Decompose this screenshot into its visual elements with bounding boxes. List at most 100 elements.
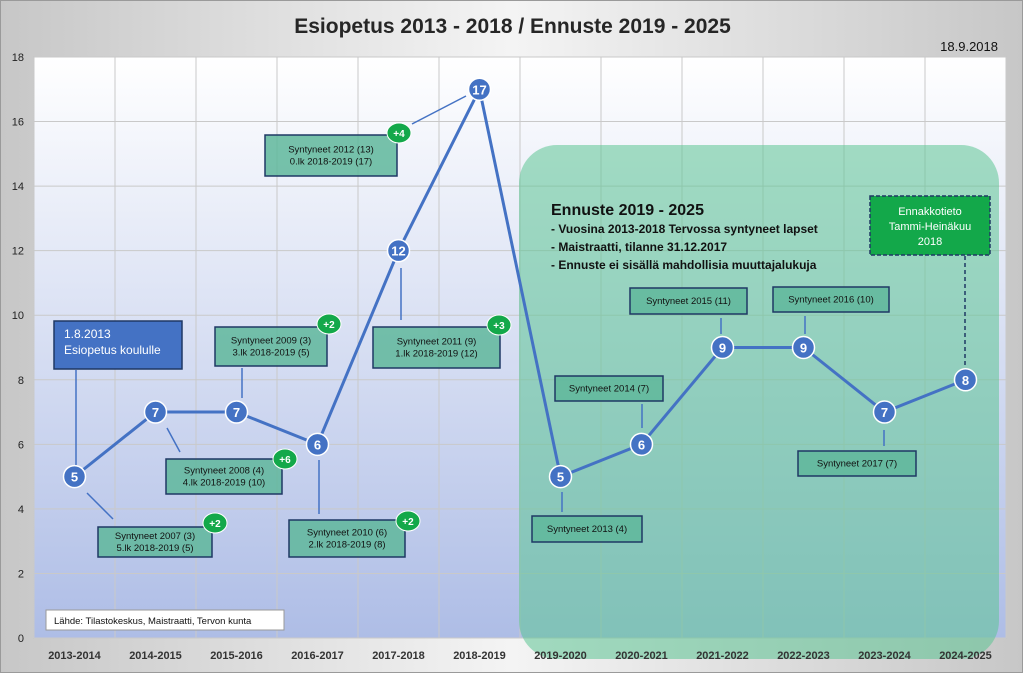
change-badge <box>386 122 412 144</box>
data-point <box>62 464 87 489</box>
annotation-box <box>797 450 917 477</box>
leader-line <box>411 95 467 125</box>
annotation-text: Syntyneet 2011 (9) <box>397 337 477 348</box>
change-badge-label: +4 <box>393 129 405 140</box>
annotation-text: Syntyneet 2017 (7) <box>817 459 897 470</box>
annotation-text: 5.lk 2018-2019 (5) <box>116 543 193 554</box>
change-badge <box>486 314 512 336</box>
chart-date: 18.9.2018 <box>940 39 998 54</box>
data-label: 8 <box>962 373 969 388</box>
annotation-box <box>288 519 406 558</box>
annotation-text: Syntyneet 2010 (6) <box>307 528 387 539</box>
data-label: 9 <box>800 341 807 356</box>
data-point <box>386 238 411 263</box>
x-tick-label: 2019-2020 <box>534 650 587 662</box>
x-tick-label: 2017-2018 <box>372 650 425 662</box>
annotation-text: 3.lk 2018-2019 (5) <box>232 348 309 359</box>
change-badge <box>202 512 228 534</box>
x-tick-label: 2020-2021 <box>615 650 668 662</box>
data-label: 12 <box>391 244 405 259</box>
y-tick-label: 10 <box>12 310 24 322</box>
change-badge <box>395 510 421 532</box>
y-tick-label: 18 <box>12 52 24 64</box>
annotation-text: Syntyneet 2013 (4) <box>547 524 627 535</box>
annotation-text: Syntyneet 2009 (3) <box>231 336 311 347</box>
start-box-text: Esiopetus koululle <box>64 343 161 357</box>
leader-line <box>166 427 181 453</box>
annotation-box <box>531 515 643 543</box>
advance-info-text: Tammi-Heinäkuu <box>889 221 972 233</box>
annotation-text: 4.lk 2018-2019 (10) <box>183 478 265 489</box>
annotation-text: Syntyneet 2015 (11) <box>646 296 731 307</box>
data-point <box>224 400 249 424</box>
x-tick-label: 2014-2015 <box>129 650 182 662</box>
data-point <box>953 368 978 392</box>
change-badge-label: +2 <box>209 519 221 530</box>
annotation-text: 1.lk 2018-2019 (12) <box>395 349 477 360</box>
change-badge <box>316 313 342 335</box>
y-tick-label: 12 <box>12 246 24 258</box>
forecast-title: Ennuste 2019 - 2025 <box>551 202 704 219</box>
annotation-text: 2.lk 2018-2019 (8) <box>308 540 385 551</box>
annotation-text: Syntyneet 2007 (3) <box>115 531 195 542</box>
data-label: 9 <box>719 341 726 356</box>
chart-title: Esiopetus 2013 - 2018 / Ennuste 2019 - 2… <box>294 15 731 38</box>
y-tick-label: 2 <box>18 568 24 580</box>
annotation-text: Syntyneet 2014 (7) <box>569 384 649 395</box>
data-point <box>305 432 330 457</box>
annotation-box <box>554 375 664 402</box>
advance-info-box <box>869 195 991 256</box>
annotation-text: Syntyneet 2008 (4) <box>184 466 264 477</box>
annotation-box <box>772 286 890 313</box>
start-box-text: 1.8.2013 <box>64 327 111 341</box>
leader-line <box>86 492 114 520</box>
data-point <box>629 432 654 457</box>
annotation-boxes: Syntyneet 2007 (3)5.lk 2018-2019 (5) +2 Sy… <box>53 122 991 558</box>
start-box <box>53 320 183 370</box>
forecast-text: Ennuste 2019 - 2025 - Vuosina 2013-2018 T… <box>551 202 818 272</box>
y-tick-label: 14 <box>12 181 24 193</box>
x-tick-label: 2023-2024 <box>858 650 911 662</box>
annotation-text: Syntyneet 2012 (13) <box>288 145 374 156</box>
x-tick-label: 2013-2014 <box>48 650 101 662</box>
y-tick-label: 8 <box>18 375 24 387</box>
data-label: 5 <box>557 470 564 485</box>
data-label: 6 <box>314 437 321 452</box>
annotation-box <box>372 326 501 369</box>
advance-info-text: 2018 <box>918 236 942 248</box>
data-label: 6 <box>638 437 645 452</box>
axes: 0 2 4 6 8 10 12 14 16 18 2013-2014 2014-2015 2015-20… <box>12 52 992 662</box>
x-tick-label: 2018-2019 <box>453 650 506 662</box>
annotation-box <box>165 458 283 495</box>
data-point <box>143 400 168 424</box>
data-label: 7 <box>233 405 240 420</box>
change-badge-label: +2 <box>402 517 414 528</box>
change-badge <box>272 448 298 470</box>
data-point <box>791 335 816 360</box>
annotation-box <box>629 287 748 315</box>
y-tick-label: 4 <box>18 504 24 516</box>
forecast-line: - Vuosina 2013-2018 Tervossa syntyneet l… <box>551 222 818 236</box>
data-label: 5 <box>71 470 78 485</box>
data-label: 17 <box>472 82 486 97</box>
change-badge-label: +6 <box>279 455 291 466</box>
data-point <box>710 335 735 360</box>
source-text: Lähde: Tilastokeskus, Maistraatti, Tervo… <box>54 616 252 627</box>
series-line: 5 7 7 6 12 17 5 6 9 9 7 8 <box>62 77 978 489</box>
x-tick-label: 2021-2022 <box>696 650 749 662</box>
x-tick-label: 2022-2023 <box>777 650 830 662</box>
forecast-line: - Ennuste ei sisällä mahdollisia muuttaj… <box>551 258 817 272</box>
y-tick-label: 6 <box>18 439 24 451</box>
data-label: 7 <box>152 405 159 420</box>
y-tick-label: 16 <box>12 117 24 129</box>
annotation-box <box>214 326 328 367</box>
advance-info-text: Ennakkotieto <box>898 206 962 218</box>
data-point <box>872 400 897 424</box>
data-point <box>467 77 492 102</box>
x-tick-label: 2015-2016 <box>210 650 263 662</box>
change-badge-label: +3 <box>493 321 505 332</box>
change-badge-label: +2 <box>323 320 335 331</box>
x-tick-label: 2016-2017 <box>291 650 344 662</box>
forecast-line: - Maistraatti, tilanne 31.12.2017 <box>551 240 727 254</box>
